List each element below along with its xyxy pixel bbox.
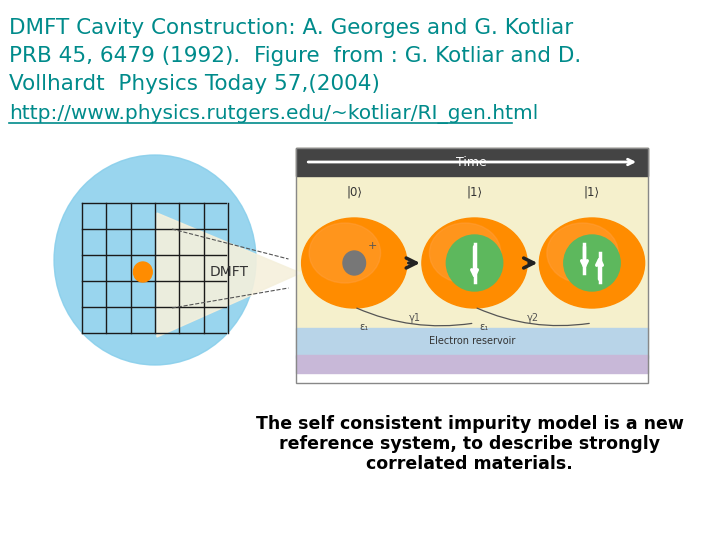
- Ellipse shape: [302, 218, 407, 308]
- Text: reference system, to describe strongly: reference system, to describe strongly: [279, 435, 660, 453]
- Text: DMFT Cavity Construction: A. Georges and G. Kotliar: DMFT Cavity Construction: A. Georges and…: [9, 18, 574, 38]
- Ellipse shape: [539, 218, 644, 308]
- Text: Electron reservoir: Electron reservoir: [428, 336, 515, 346]
- Text: |1⟩: |1⟩: [584, 186, 600, 199]
- Text: γ2: γ2: [527, 313, 539, 323]
- Text: Time: Time: [456, 156, 487, 168]
- Text: DMFT: DMFT: [210, 265, 248, 279]
- Text: |0⟩: |0⟩: [346, 186, 362, 199]
- Ellipse shape: [429, 223, 501, 283]
- Text: correlated materials.: correlated materials.: [366, 455, 573, 473]
- Polygon shape: [157, 213, 301, 337]
- Text: The self consistent impurity model is a new: The self consistent impurity model is a …: [256, 415, 684, 433]
- Ellipse shape: [422, 218, 527, 308]
- Text: PRB 45, 6479 (1992).  Figure  from : G. Kotliar and D.: PRB 45, 6479 (1992). Figure from : G. Ko…: [9, 46, 582, 66]
- Text: ε₁: ε₁: [359, 322, 368, 332]
- FancyBboxPatch shape: [296, 355, 649, 373]
- Ellipse shape: [446, 235, 503, 291]
- FancyBboxPatch shape: [296, 328, 649, 358]
- Text: +: +: [367, 241, 377, 251]
- Text: γ1: γ1: [408, 313, 420, 323]
- Circle shape: [343, 251, 366, 275]
- Text: ε₁: ε₁: [480, 322, 488, 332]
- Text: |1⟩: |1⟩: [467, 186, 482, 199]
- Ellipse shape: [309, 223, 381, 283]
- Circle shape: [133, 262, 152, 282]
- Text: Vollhardt  Physics Today 57,(2004): Vollhardt Physics Today 57,(2004): [9, 74, 380, 94]
- Ellipse shape: [564, 235, 620, 291]
- FancyBboxPatch shape: [296, 148, 649, 176]
- Ellipse shape: [54, 155, 256, 365]
- Ellipse shape: [547, 223, 618, 283]
- Text: http://www.physics.rutgers.edu/~kotliar/RI_gen.html: http://www.physics.rutgers.edu/~kotliar/…: [9, 104, 539, 124]
- FancyBboxPatch shape: [296, 148, 649, 348]
